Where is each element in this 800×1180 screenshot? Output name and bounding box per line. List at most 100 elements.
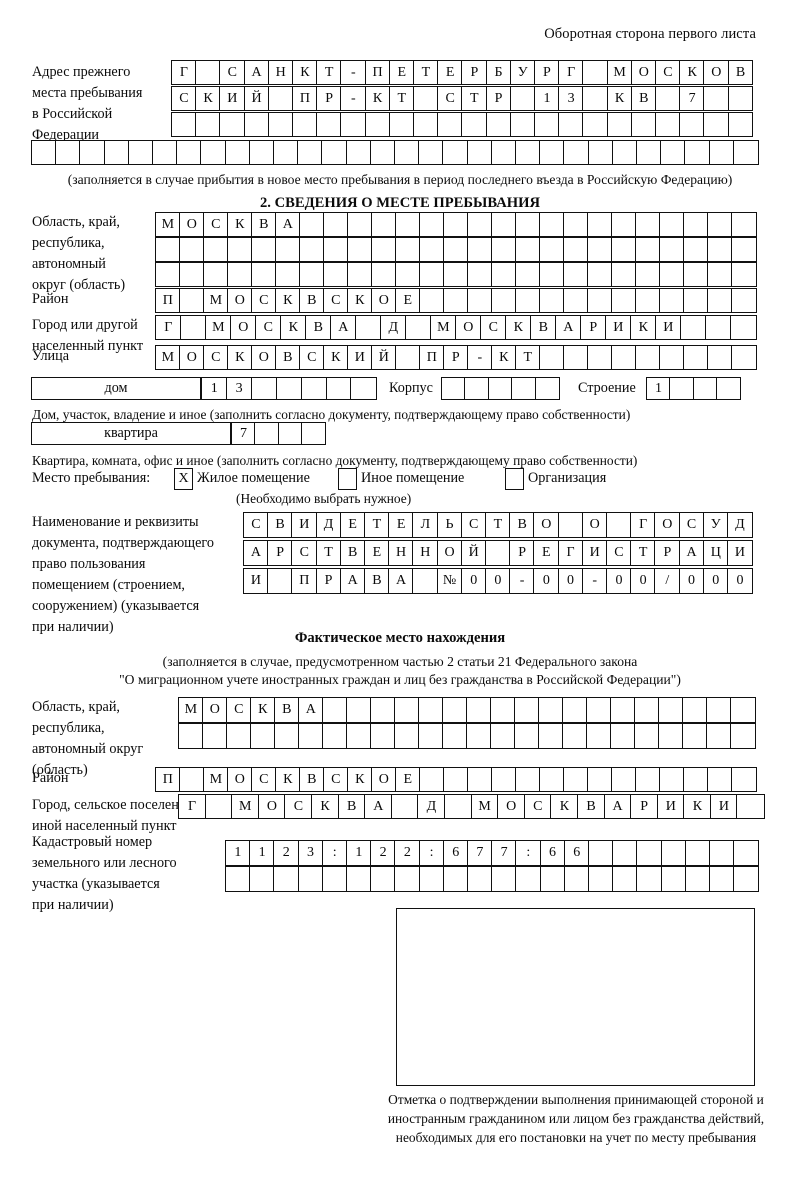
char-cell[interactable]: Г [171,60,197,85]
char-cell[interactable]: А [555,315,582,340]
char-cell[interactable] [660,140,687,165]
char-cell[interactable] [716,377,742,400]
char-cell[interactable] [659,262,685,287]
char-cell[interactable] [195,60,221,85]
char-cell[interactable]: Г [178,794,207,819]
char-cell[interactable]: С [655,60,681,85]
char-cell[interactable]: 7 [467,840,493,866]
char-cell[interactable]: П [155,288,181,313]
char-cell[interactable]: И [727,540,753,566]
char-cell[interactable] [155,237,181,262]
char-cell[interactable] [273,140,299,165]
char-cell[interactable]: 0 [557,568,584,594]
char-cell[interactable]: В [299,767,325,792]
char-cell[interactable] [443,262,469,287]
char-cell[interactable]: М [606,60,633,85]
char-cell[interactable]: 0 [460,568,487,594]
char-cell[interactable]: О [455,315,482,340]
char-cell[interactable]: С [203,212,229,237]
char-cell[interactable] [515,262,541,287]
char-cell[interactable]: Е [437,60,464,85]
char-cell[interactable] [204,794,233,819]
char-cell[interactable]: И [219,86,246,111]
char-cell[interactable] [731,345,757,370]
char-cell[interactable] [703,112,730,137]
char-cell[interactable] [179,767,205,792]
char-cell[interactable] [442,723,468,749]
char-cell[interactable] [588,866,614,892]
char-cell[interactable] [669,377,695,400]
char-cell[interactable] [635,767,661,792]
char-cell[interactable]: О [371,288,397,313]
char-cell[interactable]: С [523,794,552,819]
char-cell[interactable]: 0 [485,568,511,594]
char-cell[interactable] [491,237,517,262]
char-cell[interactable]: С [606,540,632,566]
char-cell[interactable] [443,212,469,237]
char-cell[interactable]: У [702,512,729,538]
char-cell[interactable] [707,262,733,287]
char-cell[interactable] [395,212,421,237]
char-cell[interactable] [707,767,733,792]
char-cell[interactable] [610,723,636,749]
char-cell[interactable] [250,723,276,749]
char-cell[interactable]: У [509,60,536,85]
char-cell[interactable] [300,377,328,400]
char-cell[interactable]: О [654,512,681,538]
char-cell[interactable]: В [509,512,536,538]
char-cell[interactable] [466,140,493,165]
char-cell[interactable]: С [437,86,464,111]
char-cell[interactable]: Н [412,540,439,566]
char-cell[interactable]: П [292,86,318,111]
char-cell[interactable] [611,212,637,237]
char-cell[interactable] [539,345,565,370]
char-cell[interactable] [509,112,536,137]
char-cell[interactable] [419,262,445,287]
char-cell[interactable]: Й [460,540,487,566]
char-cell[interactable] [539,767,565,792]
char-cell[interactable] [395,262,421,287]
char-cell[interactable] [659,237,685,262]
char-cell[interactable]: С [291,540,318,566]
char-cell[interactable] [369,140,396,165]
char-cell[interactable] [394,723,420,749]
char-cell[interactable] [249,866,275,892]
char-cell[interactable] [539,262,565,287]
char-cell[interactable]: Й [371,345,397,370]
char-cell[interactable]: В [299,288,325,313]
char-cell[interactable] [273,866,300,892]
char-cell[interactable] [322,723,348,749]
char-cell[interactable] [418,723,444,749]
char-cell[interactable] [390,794,419,819]
char-cell[interactable]: К [195,86,221,111]
char-cell[interactable] [491,288,517,313]
char-cell[interactable]: 0 [702,568,729,594]
char-cell[interactable]: М [203,288,229,313]
char-cell[interactable] [299,262,325,287]
char-cell[interactable]: В [274,697,300,723]
char-cell[interactable] [323,212,349,237]
char-cell[interactable] [277,422,303,445]
char-cell[interactable] [395,237,421,262]
char-cell[interactable]: - [467,345,493,370]
char-cell[interactable] [515,767,541,792]
char-cell[interactable] [227,237,253,262]
char-cell[interactable]: Т [461,86,488,111]
char-cell[interactable]: О [227,767,253,792]
char-cell[interactable] [683,345,709,370]
char-cell[interactable]: К [292,60,318,85]
char-cell[interactable] [179,288,205,313]
char-cell[interactable] [588,840,614,866]
char-cell[interactable] [180,315,207,340]
char-cell[interactable] [610,697,636,723]
char-cell[interactable] [226,723,252,749]
char-cell[interactable]: И [347,345,373,370]
char-cell[interactable] [250,377,278,400]
char-cell[interactable] [736,794,765,819]
char-cell[interactable] [442,697,468,723]
char-cell[interactable] [563,262,589,287]
char-cell[interactable]: О [497,794,526,819]
char-cell[interactable] [347,262,373,287]
char-cell[interactable] [706,697,732,723]
char-cell[interactable]: О [436,540,463,566]
